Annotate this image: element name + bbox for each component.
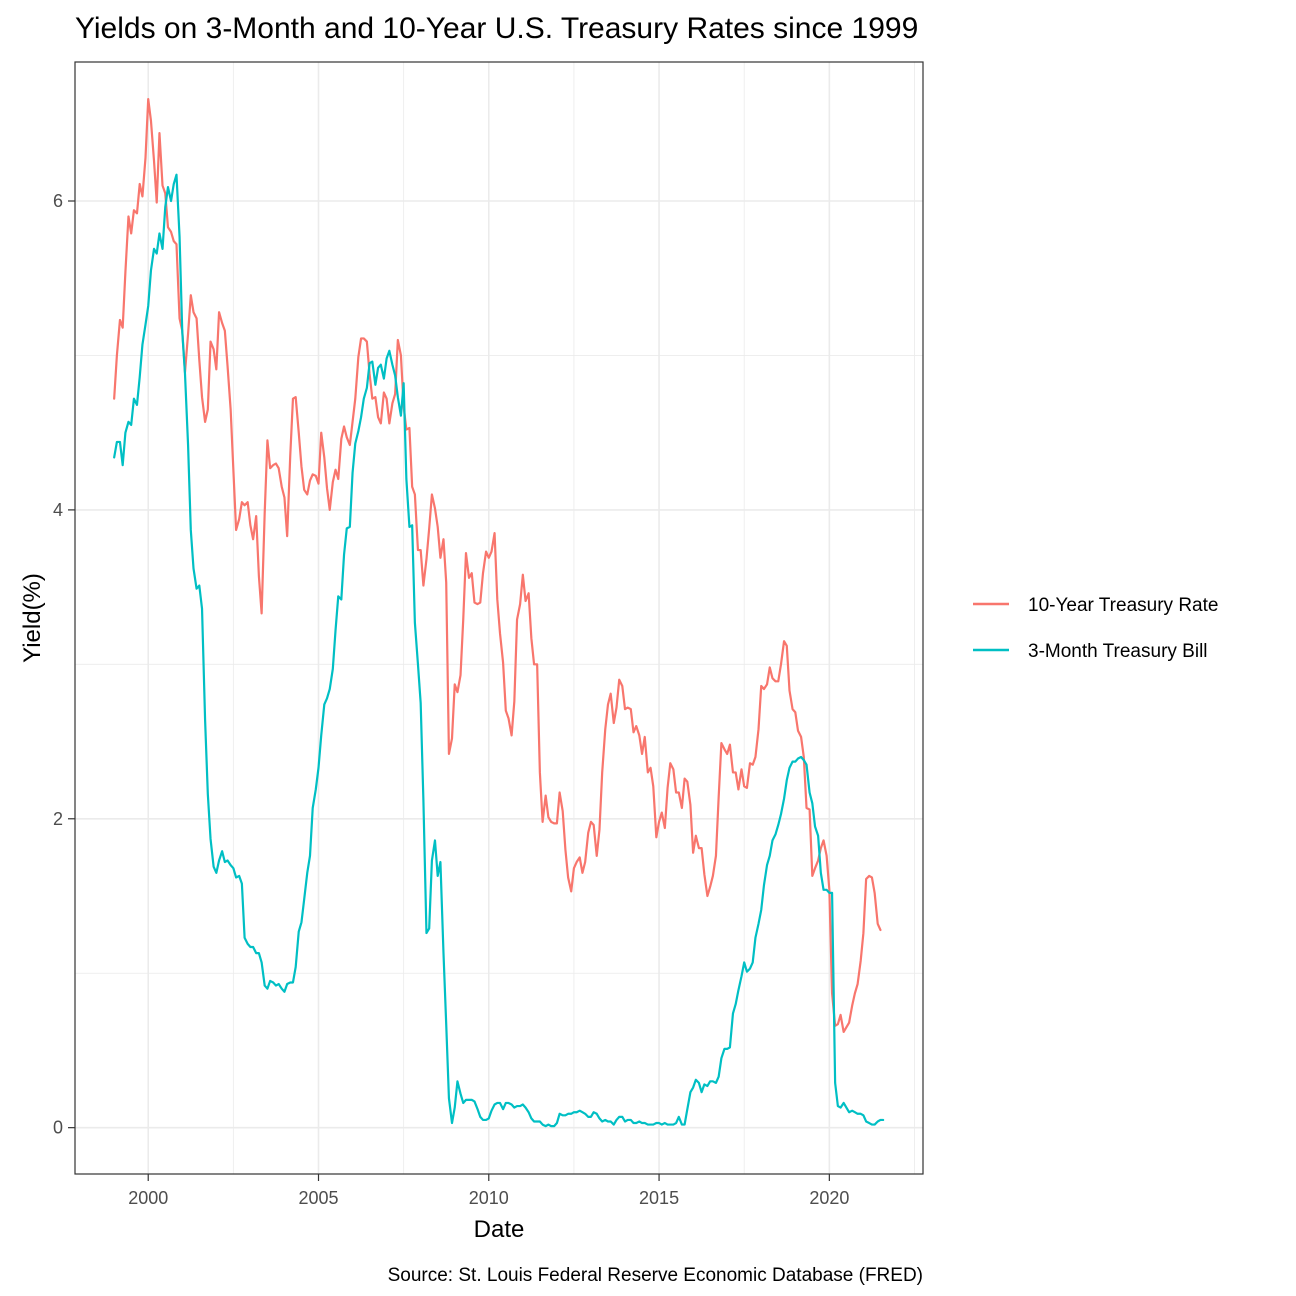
chart-title: Yields on 3-Month and 10-Year U.S. Treas… bbox=[75, 12, 918, 45]
y-tick-label: 2 bbox=[53, 809, 63, 829]
x-tick-label: 2000 bbox=[128, 1188, 168, 1208]
legend: 10-Year Treasury Rate 3-Month Treasury Bi… bbox=[973, 595, 1218, 662]
plot-panel bbox=[74, 61, 924, 1175]
x-axis: 2000 2005 2010 2015 2020 bbox=[128, 1174, 849, 1208]
y-tick-label: 6 bbox=[53, 191, 63, 211]
legend-label: 10-Year Treasury Rate bbox=[1028, 595, 1218, 616]
series-line-three-month bbox=[113, 173, 885, 1128]
y-axis-title: Yield(%) bbox=[19, 573, 46, 663]
series-line-ten-year bbox=[113, 97, 882, 1034]
x-tick-label: 2015 bbox=[639, 1188, 679, 1208]
y-tick-label: 0 bbox=[53, 1118, 63, 1138]
series-lines bbox=[113, 97, 885, 1128]
legend-label: 3-Month Treasury Bill bbox=[1028, 641, 1208, 662]
y-tick-label: 4 bbox=[53, 500, 63, 520]
x-tick-label: 2005 bbox=[298, 1188, 338, 1208]
x-tick-label: 2010 bbox=[469, 1188, 509, 1208]
major-gridlines bbox=[75, 62, 923, 1174]
y-axis: 0 2 4 6 bbox=[53, 191, 75, 1138]
source-caption: Source: St. Louis Federal Reserve Econom… bbox=[388, 1265, 923, 1286]
x-axis-title: Date bbox=[474, 1216, 525, 1243]
panel-border bbox=[74, 61, 924, 1175]
x-tick-label: 2020 bbox=[809, 1188, 849, 1208]
